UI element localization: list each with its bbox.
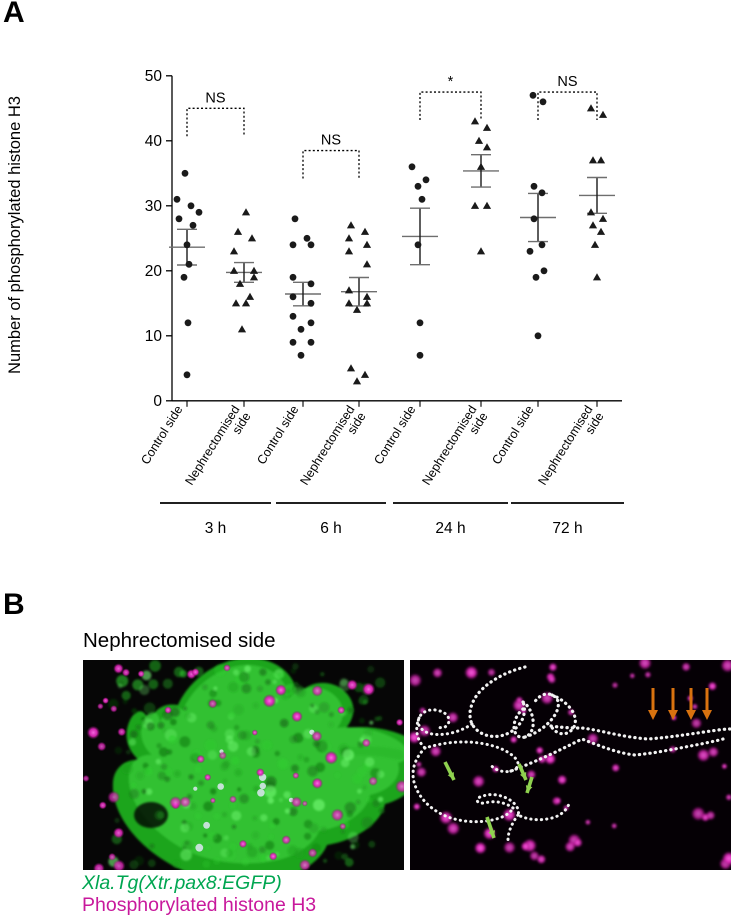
svg-text:24 h: 24 h: [435, 520, 465, 537]
svg-text:Control side: Control side: [371, 403, 418, 467]
svg-text:Control side: Control side: [254, 403, 301, 467]
svg-text:40: 40: [145, 133, 163, 150]
svg-text:6 h: 6 h: [320, 520, 342, 537]
svg-text:10: 10: [145, 328, 163, 345]
svg-text:50: 50: [145, 68, 163, 85]
svg-text:3 h: 3 h: [205, 520, 227, 537]
svg-text:Nephrectomisedside: Nephrectomisedside: [297, 403, 368, 495]
svg-text:Nephrectomisedside: Nephrectomisedside: [182, 403, 253, 495]
svg-text:20: 20: [145, 263, 163, 280]
svg-text:*: *: [448, 74, 454, 90]
svg-text:Number of phosphorylated hist: Number of phosphorylated histone H3: [6, 96, 24, 374]
svg-text:NS: NS: [321, 133, 341, 149]
svg-text:72 h: 72 h: [552, 520, 582, 537]
svg-text:NS: NS: [205, 90, 225, 106]
svg-text:Control side: Control side: [489, 403, 536, 467]
svg-text:Control side: Control side: [138, 403, 185, 467]
svg-text:NS: NS: [557, 74, 577, 90]
svg-text:Nephrectomisedside: Nephrectomisedside: [535, 403, 606, 495]
svg-text:0: 0: [153, 393, 162, 410]
svg-text:30: 30: [145, 198, 163, 215]
svg-text:Nephrectomisedside: Nephrectomisedside: [419, 403, 490, 495]
